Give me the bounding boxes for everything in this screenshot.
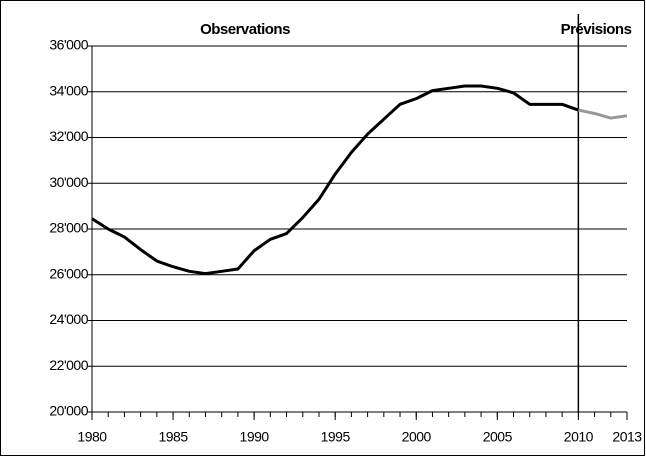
y-tick-label: 22'000 [49,357,88,373]
y-tick-label: 24'000 [49,311,88,327]
series-label: Observations [200,21,290,38]
x-tick-label: 1990 [240,429,270,445]
x-tick-label: 2013 [612,429,642,445]
y-tick-label: 26'000 [49,265,88,281]
y-tick-label: 32'000 [49,128,88,144]
x-tick-label: 1985 [158,429,188,445]
y-tick-label: 20'000 [49,403,88,419]
x-tick-label: 1995 [321,429,351,445]
x-tick-label: 2005 [483,429,513,445]
x-tick-label: 2010 [564,429,594,445]
y-tick-label: 28'000 [49,220,88,236]
series-line [91,84,579,276]
series-label: Prévisions [561,21,632,38]
y-tick-label: 36'000 [49,37,88,53]
x-tick-label: 1980 [77,429,107,445]
y-tick-label: 30'000 [49,174,88,190]
x-tick-label: 2000 [402,429,432,445]
y-tick-label: 34'000 [49,82,88,98]
series-line [578,108,628,120]
